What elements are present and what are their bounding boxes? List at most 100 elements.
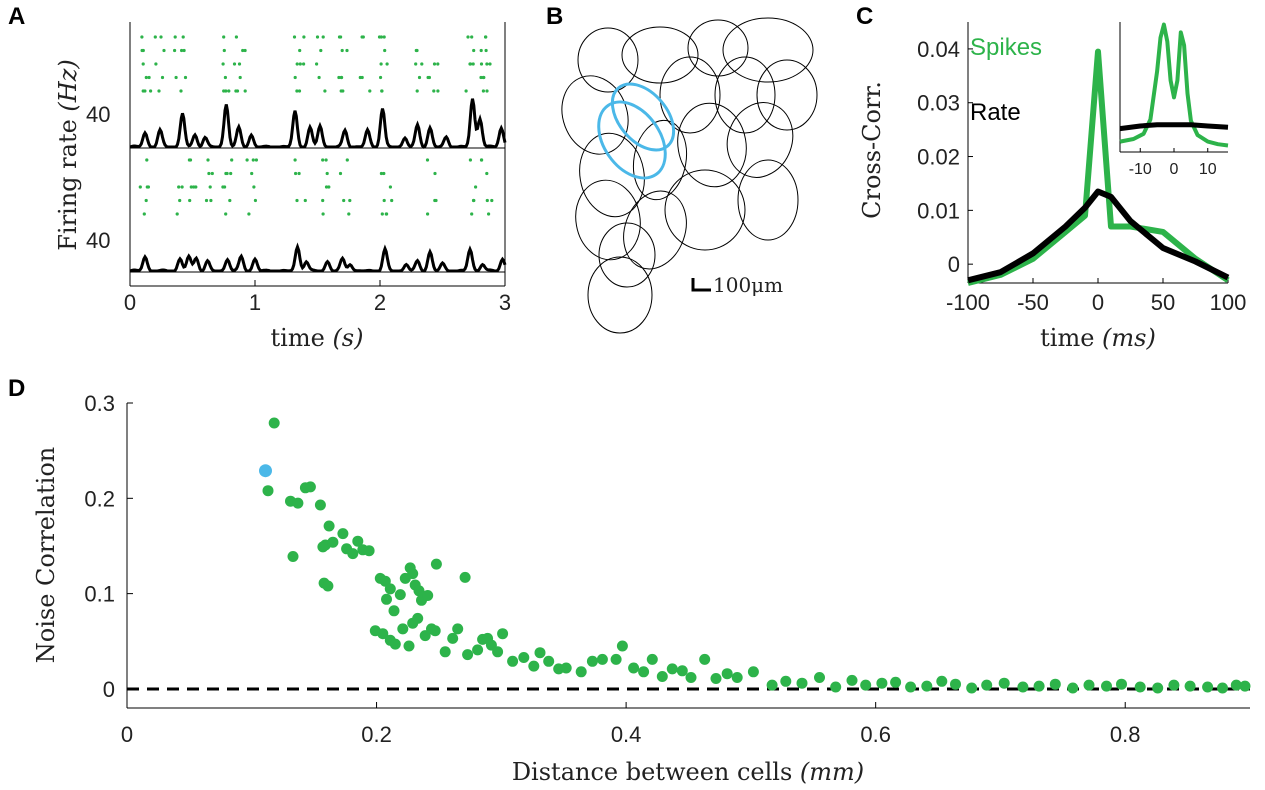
inset-line-spikes: [1119, 22, 1229, 148]
c-ytick-label: 0.03: [917, 91, 960, 116]
receptive-field-ellipse: [632, 119, 688, 201]
d-yticks: 0 0.1 0.2 0.3: [84, 391, 133, 702]
d-scatter-point: [314, 499, 326, 511]
spike-dot: [466, 35, 470, 39]
spike-dot: [360, 35, 364, 39]
d-scatter-point: [876, 677, 888, 689]
d-scatter-point: [710, 673, 722, 684]
spike-dot: [382, 35, 386, 39]
scale-bar-label: 100μm: [713, 273, 783, 297]
spike-dot: [484, 35, 488, 39]
spike-dot: [188, 198, 192, 203]
spike-dot: [160, 75, 165, 80]
spike-dot: [474, 185, 478, 189]
spike-dot: [209, 198, 213, 203]
d-xtick-label: 0.8: [1110, 722, 1141, 747]
spike-dot: [173, 48, 177, 53]
c-inset: -10 0 10: [1119, 22, 1229, 178]
panel-b: B 100μm: [546, 3, 818, 334]
spike-dot: [388, 185, 392, 189]
d-xlabel-unit: (mm): [800, 758, 864, 786]
spike-dot: [174, 75, 178, 80]
d-scatter-point: [389, 638, 401, 650]
d-scatter-point: [1017, 681, 1029, 693]
d-scatter-point: [596, 653, 608, 665]
d-scatter-point: [780, 675, 792, 687]
c-xtick-label: 0: [1092, 290, 1104, 315]
d-scatter-points: [259, 417, 1251, 694]
d-scatter-point: [646, 653, 658, 665]
spike-dot: [321, 212, 325, 216]
spike-dot: [468, 62, 473, 66]
d-scatter-point: [377, 628, 389, 640]
spike-dot: [173, 35, 177, 39]
spike-dot: [180, 185, 184, 189]
spike-dot: [490, 198, 494, 203]
d-scatter-point: [492, 646, 504, 658]
receptive-field-ellipse: [579, 132, 645, 218]
d-ytick-label: 0.3: [84, 391, 115, 416]
spike-dot: [210, 171, 214, 176]
spike-dot: [238, 75, 242, 80]
c-lines: [967, 48, 1230, 286]
d-xtick-label: 0.2: [361, 722, 392, 747]
receptive-field-ellipse: [664, 169, 746, 251]
spike-dot: [141, 62, 145, 66]
spike-dot: [162, 48, 166, 53]
spike-dot: [324, 158, 328, 162]
a-xtick-label: 1: [249, 290, 261, 315]
spike-dot: [253, 198, 257, 203]
receptive-field-ellipse: [621, 26, 699, 84]
d-scatter-point: [327, 536, 339, 548]
spike-dot: [414, 62, 418, 66]
spike-dot: [154, 62, 158, 66]
d-scatter-point: [721, 668, 733, 680]
receptive-field-ellipse: [561, 75, 629, 155]
spike-dot: [468, 158, 472, 162]
spike-dot: [222, 35, 226, 39]
spike-dot: [181, 35, 185, 39]
d-scatter-point: [439, 646, 451, 658]
d-scatter-point: [814, 672, 825, 683]
a-xlabel-unit: (s): [332, 324, 363, 352]
spike-dot: [221, 62, 225, 66]
spike-dot: [194, 185, 198, 189]
d-scatter-point: [429, 625, 441, 637]
c-ytick-label: 0: [948, 252, 960, 277]
d-scatter-point: [1033, 680, 1045, 692]
d-scatter-point: [966, 682, 978, 694]
receptive-field-ellipse: [722, 17, 814, 83]
panel-a-letter: A: [8, 3, 25, 30]
spike-dot: [251, 158, 255, 162]
a-xlabel: time (s): [271, 324, 364, 352]
d-xlabel: Distance between cells (mm): [512, 758, 864, 786]
highlighted-ellipse-2: [597, 100, 667, 180]
d-scatter-point: [846, 674, 858, 686]
c-xlabel: time (ms): [1040, 324, 1156, 352]
spike-dot: [140, 35, 144, 39]
spike-dot: [146, 185, 150, 189]
spike-dot: [339, 89, 343, 93]
spike-dot: [208, 185, 212, 189]
spike-dot: [189, 185, 193, 189]
spike-dot: [481, 89, 485, 93]
spike-dot: [241, 48, 245, 53]
spike-dot: [144, 75, 148, 80]
spike-dot: [237, 62, 242, 66]
spike-dot: [315, 35, 320, 39]
panel-b-letter: B: [546, 3, 563, 30]
d-scatter-point: [337, 528, 349, 540]
d-scatter-point: [1168, 679, 1180, 691]
spike-dot: [230, 158, 234, 162]
spike-dot: [368, 89, 372, 93]
d-scatter-point: [1083, 679, 1095, 691]
d-scatter-point: [407, 568, 419, 580]
spike-dot: [321, 158, 325, 162]
d-scatter-point: [560, 662, 572, 674]
receptive-field-ellipse: [659, 56, 721, 134]
spike-dot: [223, 75, 227, 80]
spike-dot: [247, 212, 251, 216]
a-xtick-label: 2: [374, 290, 386, 315]
inset-xticks: -10 0 10: [1129, 148, 1217, 178]
spike-dot: [324, 185, 329, 189]
